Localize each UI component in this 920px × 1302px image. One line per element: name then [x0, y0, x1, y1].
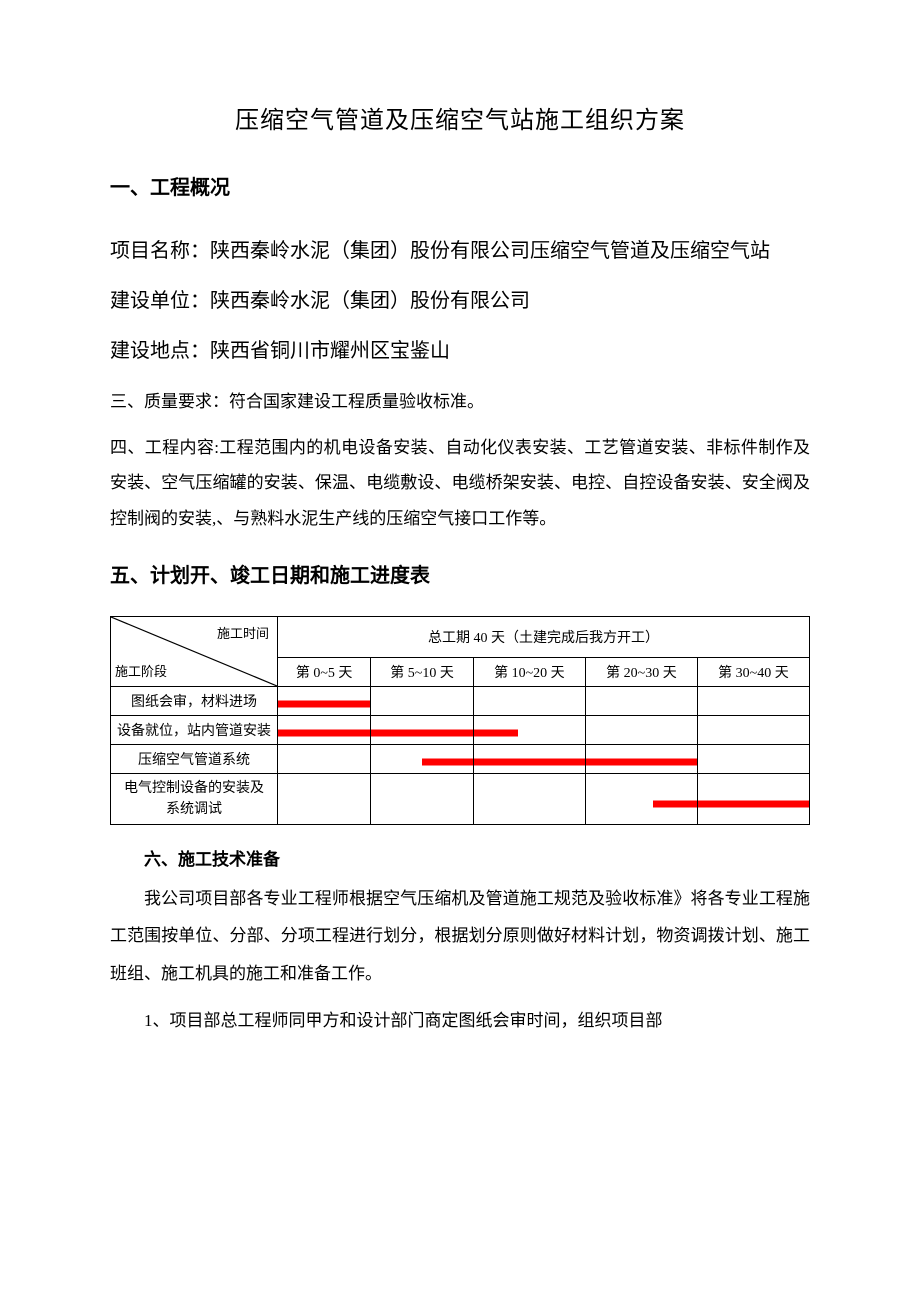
section-3-text: 三、质量要求：符合国家建设工程质量验收标准。 [110, 384, 810, 420]
section-6-para-1: 我公司项目部各专业工程师根据空气压缩机及管道施工规范及验收标准》将各专业工程施工… [110, 880, 810, 992]
location-value: 陕西省铜川市耀州区宝鉴山 [210, 340, 450, 362]
document-page: 压缩空气管道及压缩空气站施工组织方案 一、工程概况 项目名称：陕西秦岭水泥（集团… [0, 0, 920, 1302]
diag-lower-label: 施工阶段 [115, 661, 167, 680]
gantt-col-3: 第 20~30 天 [585, 657, 697, 686]
section-6-para-2: 1、项目部总工程师同甲方和设计部门商定图纸会审时间，组织项目部 [110, 1002, 810, 1039]
gantt-cell [697, 773, 809, 824]
gantt-bar [278, 729, 370, 736]
gantt-cell [278, 744, 371, 773]
project-name-value: 陕西秦岭水泥（集团）股份有限公司压缩空气管道及压缩空气站 [210, 240, 770, 262]
gantt-cell [473, 773, 585, 824]
section-1-heading: 一、工程概况 [110, 171, 810, 200]
gantt-table: 施工时间 施工阶段 总工期 40 天（土建完成后我方开工） 第 0~5 天 第 … [110, 616, 810, 825]
diag-upper-label: 施工时间 [217, 623, 269, 642]
gantt-bar [422, 758, 473, 765]
gantt-row-label: 压缩空气管道系统 [111, 744, 278, 773]
section-6-heading: 六、施工技术准备 [110, 845, 810, 870]
gantt-cell [697, 715, 809, 744]
gantt-cell [697, 744, 809, 773]
gantt-bar [653, 800, 697, 807]
location-label: 建设地点： [110, 340, 210, 362]
gantt-cell [473, 744, 585, 773]
builder-line: 建设单位：陕西秦岭水泥（集团）股份有限公司 [110, 278, 810, 324]
gantt-row: 设备就位，站内管道安装 [111, 715, 810, 744]
gantt-col-1: 第 5~10 天 [371, 657, 474, 686]
gantt-diagonal-header: 施工时间 施工阶段 [111, 616, 278, 686]
gantt-cell [278, 773, 371, 824]
gantt-bar [371, 729, 473, 736]
builder-value: 陕西秦岭水泥（集团）股份有限公司 [210, 290, 530, 312]
gantt-col-4: 第 30~40 天 [697, 657, 809, 686]
gantt-cell [585, 773, 697, 824]
gantt-bar [586, 758, 697, 765]
gantt-cell [585, 715, 697, 744]
gantt-row: 电气控制设备的安装及系统调试 [111, 773, 810, 824]
section-4-text: 四、工程内容:工程范围内的机电设备安装、自动化仪表安装、工艺管道安装、非标件制作… [110, 430, 810, 537]
gantt-cell [278, 686, 371, 715]
gantt-bar [278, 700, 370, 707]
gantt-cell [473, 686, 585, 715]
gantt-cell [371, 744, 474, 773]
gantt-row-label: 设备就位，站内管道安装 [111, 715, 278, 744]
gantt-body: 图纸会审，材料进场设备就位，站内管道安装压缩空气管道系统电气控制设备的安装及系统… [111, 686, 810, 824]
gantt-cell [371, 773, 474, 824]
gantt-cell [697, 686, 809, 715]
gantt-row: 压缩空气管道系统 [111, 744, 810, 773]
gantt-header-row-1: 施工时间 施工阶段 总工期 40 天（土建完成后我方开工） [111, 616, 810, 657]
builder-label: 建设单位： [110, 290, 210, 312]
gantt-row-label: 电气控制设备的安装及系统调试 [111, 773, 278, 824]
gantt-bar [698, 800, 809, 807]
gantt-cell [473, 715, 585, 744]
gantt-row: 图纸会审，材料进场 [111, 686, 810, 715]
gantt-cell [371, 715, 474, 744]
project-name-label: 项目名称： [110, 240, 210, 262]
gantt-cell [585, 686, 697, 715]
gantt-bar [474, 758, 585, 765]
gantt-cell [278, 715, 371, 744]
gantt-bar [474, 729, 518, 736]
gantt-main-header: 总工期 40 天（土建完成后我方开工） [278, 616, 810, 657]
location-line: 建设地点：陕西省铜川市耀州区宝鉴山 [110, 328, 810, 374]
document-title: 压缩空气管道及压缩空气站施工组织方案 [110, 100, 810, 135]
gantt-cell [585, 744, 697, 773]
project-name-line: 项目名称：陕西秦岭水泥（集团）股份有限公司压缩空气管道及压缩空气站 [110, 228, 810, 274]
gantt-row-label: 图纸会审，材料进场 [111, 686, 278, 715]
gantt-col-0: 第 0~5 天 [278, 657, 371, 686]
gantt-col-2: 第 10~20 天 [473, 657, 585, 686]
gantt-cell [371, 686, 474, 715]
section-5-heading: 五、计划开、竣工日期和施工进度表 [110, 559, 810, 588]
